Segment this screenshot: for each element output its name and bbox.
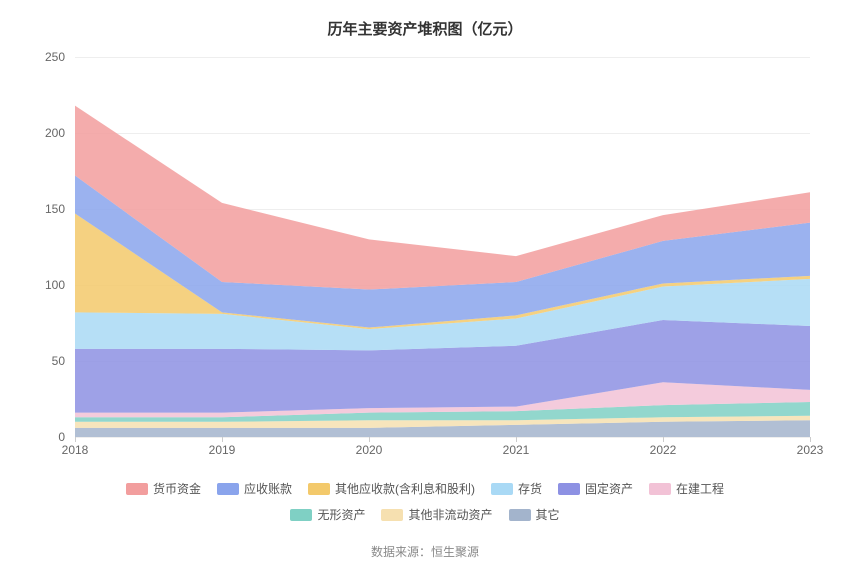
legend-item[interactable]: 固定资产 <box>558 477 633 501</box>
legend-label: 其它 <box>536 503 560 527</box>
legend-label: 固定资产 <box>585 477 633 501</box>
legend-swatch <box>126 483 148 495</box>
grid-line <box>75 437 810 438</box>
y-axis-tick-label: 200 <box>45 126 75 140</box>
legend-item[interactable]: 货币资金 <box>126 477 201 501</box>
legend-label: 无形资产 <box>317 503 365 527</box>
legend-item[interactable]: 无形资产 <box>290 503 365 527</box>
x-axis-tick-label: 2019 <box>209 437 236 457</box>
legend: 货币资金 应收账款 其他应收款(含利息和股利) 存货 固定资产 在建工程无形资产 其他非流动… <box>80 477 770 529</box>
legend-swatch <box>308 483 330 495</box>
legend-item[interactable]: 存货 <box>491 477 542 501</box>
x-axis-tick-label: 2018 <box>62 437 89 457</box>
legend-label: 货币资金 <box>153 477 201 501</box>
legend-label: 其他应收款(含利息和股利) <box>335 477 475 501</box>
y-axis-tick-label: 150 <box>45 202 75 216</box>
chart-title: 历年主要资产堆积图（亿元） <box>0 18 850 39</box>
x-axis-tick-label: 2020 <box>356 437 383 457</box>
legend-swatch <box>491 483 513 495</box>
legend-swatch <box>558 483 580 495</box>
x-axis-tick-label: 2021 <box>503 437 530 457</box>
legend-label: 存货 <box>518 477 542 501</box>
area-svg <box>75 57 810 437</box>
source-label: 数据来源：恒生聚源 <box>0 543 850 560</box>
legend-label: 在建工程 <box>676 477 724 501</box>
legend-item[interactable]: 其他非流动资产 <box>381 503 492 527</box>
legend-item[interactable]: 其他应收款(含利息和股利) <box>308 477 475 501</box>
y-axis-tick-label: 100 <box>45 278 75 292</box>
legend-item[interactable]: 在建工程 <box>649 477 724 501</box>
legend-item[interactable]: 应收账款 <box>217 477 292 501</box>
legend-swatch <box>290 509 312 521</box>
y-axis-tick-label: 50 <box>52 354 75 368</box>
y-axis-tick-label: 250 <box>45 50 75 64</box>
legend-item[interactable]: 其它 <box>509 503 560 527</box>
x-axis-tick-label: 2022 <box>650 437 677 457</box>
x-axis-tick-label: 2023 <box>797 437 824 457</box>
legend-swatch <box>509 509 531 521</box>
chart-container: 历年主要资产堆积图（亿元） 05010015020025020182019202… <box>0 0 850 575</box>
plot-area: 050100150200250201820192020202120222023 <box>75 57 810 437</box>
legend-label: 应收账款 <box>244 477 292 501</box>
legend-label: 其他非流动资产 <box>408 503 492 527</box>
legend-swatch <box>217 483 239 495</box>
legend-swatch <box>381 509 403 521</box>
legend-swatch <box>649 483 671 495</box>
